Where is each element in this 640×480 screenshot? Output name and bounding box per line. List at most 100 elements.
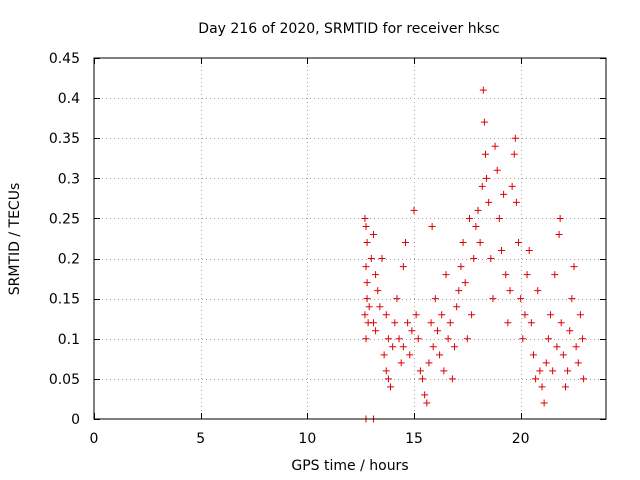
data-point xyxy=(561,383,569,391)
data-point xyxy=(428,222,436,230)
data-point xyxy=(362,222,370,230)
y-tick-label: 0.1 xyxy=(58,332,80,348)
data-point xyxy=(468,311,476,319)
data-point xyxy=(485,198,493,206)
data-point xyxy=(556,214,564,222)
data-point xyxy=(572,343,580,351)
data-point xyxy=(378,255,386,263)
data-point xyxy=(399,343,407,351)
data-point xyxy=(579,335,587,343)
data-point xyxy=(440,367,448,375)
data-point xyxy=(481,150,489,158)
data-point xyxy=(384,375,392,383)
data-point xyxy=(363,295,371,303)
data-point xyxy=(372,327,380,335)
data-point xyxy=(374,287,382,295)
data-point xyxy=(429,343,437,351)
y-tick-label: 0.35 xyxy=(49,131,80,147)
data-point xyxy=(555,230,563,238)
data-point xyxy=(470,255,478,263)
data-point xyxy=(438,311,446,319)
chart-title: Day 216 of 2020, SRMTID for receiver hks… xyxy=(198,21,499,37)
data-point xyxy=(479,86,487,94)
data-point xyxy=(419,375,427,383)
data-point xyxy=(525,247,533,255)
data-point xyxy=(380,351,388,359)
data-point xyxy=(511,134,519,142)
x-tick-label: 0 xyxy=(90,431,99,447)
data-point xyxy=(576,311,584,319)
data-point xyxy=(436,351,444,359)
data-point xyxy=(534,287,542,295)
data-point xyxy=(542,359,550,367)
data-point xyxy=(519,335,527,343)
data-point xyxy=(455,287,463,295)
data-point xyxy=(363,279,371,287)
data-point xyxy=(497,247,505,255)
y-axis-label: SRMTID / TECUs xyxy=(7,183,23,296)
y-tick-label: 0.3 xyxy=(58,171,80,187)
data-point xyxy=(389,343,397,351)
data-point xyxy=(401,239,409,247)
data-point xyxy=(382,311,390,319)
data-point xyxy=(387,383,395,391)
data-point xyxy=(453,303,461,311)
x-axis-label: GPS time / hours xyxy=(291,458,408,474)
x-tick-label: 20 xyxy=(512,431,530,447)
data-point xyxy=(414,335,422,343)
data-point xyxy=(406,351,414,359)
data-point xyxy=(557,319,565,327)
data-point xyxy=(461,279,469,287)
data-point xyxy=(397,359,405,367)
data-point xyxy=(361,311,369,319)
data-point xyxy=(570,263,578,271)
data-point xyxy=(451,343,459,351)
y-tick-label: 0 xyxy=(71,412,80,428)
plot-frame xyxy=(93,57,607,420)
data-points xyxy=(361,86,588,423)
x-tick-label: 15 xyxy=(405,431,423,447)
data-point xyxy=(372,271,380,279)
data-point xyxy=(408,327,416,335)
y-tick-label: 0.15 xyxy=(49,292,80,308)
y-tick-label: 0.25 xyxy=(49,211,80,227)
data-point xyxy=(549,367,557,375)
data-point xyxy=(399,263,407,271)
data-point xyxy=(512,198,520,206)
data-point xyxy=(376,303,384,311)
data-point xyxy=(363,239,371,247)
data-point xyxy=(532,375,540,383)
data-point xyxy=(500,190,508,198)
data-point xyxy=(421,391,429,399)
data-point xyxy=(365,303,373,311)
data-point xyxy=(362,335,370,343)
data-point xyxy=(574,359,582,367)
x-axis-tick-labels: 0 5 10 15 20 xyxy=(90,431,530,447)
data-point xyxy=(502,271,510,279)
data-point xyxy=(491,142,499,150)
data-point xyxy=(568,295,576,303)
data-point xyxy=(487,255,495,263)
data-point xyxy=(463,335,471,343)
data-point xyxy=(416,367,424,375)
y-tick-label: 0.05 xyxy=(49,372,80,388)
data-point xyxy=(395,335,403,343)
data-point xyxy=(404,319,412,327)
data-point xyxy=(369,319,377,327)
data-point xyxy=(362,263,370,271)
data-point xyxy=(483,174,491,182)
data-point xyxy=(472,222,480,230)
y-tick-label: 0.45 xyxy=(49,51,80,67)
data-point xyxy=(566,327,574,335)
data-point xyxy=(431,295,439,303)
data-point xyxy=(393,295,401,303)
data-point xyxy=(391,319,399,327)
data-point xyxy=(433,327,441,335)
data-point xyxy=(508,182,516,190)
data-point xyxy=(495,214,503,222)
y-tick-label: 0.4 xyxy=(58,91,80,107)
data-point xyxy=(427,319,435,327)
data-point xyxy=(361,214,369,222)
